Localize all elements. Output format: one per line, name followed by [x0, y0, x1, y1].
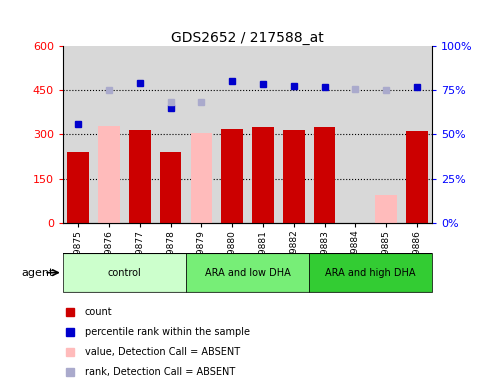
- Bar: [186, 253, 309, 292]
- Text: value, Detection Call = ABSENT: value, Detection Call = ABSENT: [85, 347, 240, 357]
- Text: ARA and high DHA: ARA and high DHA: [326, 268, 416, 278]
- Bar: [309, 253, 432, 292]
- Text: agent: agent: [21, 268, 54, 278]
- Bar: [283, 130, 304, 223]
- Bar: [63, 253, 186, 292]
- Text: percentile rank within the sample: percentile rank within the sample: [85, 327, 250, 337]
- Text: count: count: [85, 306, 113, 317]
- Bar: [221, 129, 243, 223]
- Bar: [406, 131, 427, 223]
- Text: ARA and low DHA: ARA and low DHA: [205, 268, 290, 278]
- Bar: [375, 195, 397, 223]
- Text: rank, Detection Call = ABSENT: rank, Detection Call = ABSENT: [85, 367, 235, 377]
- Text: control: control: [108, 268, 141, 278]
- Bar: [314, 127, 335, 223]
- Bar: [129, 130, 151, 223]
- Bar: [252, 127, 274, 223]
- Bar: [191, 133, 212, 223]
- Title: GDS2652 / 217588_at: GDS2652 / 217588_at: [171, 31, 324, 45]
- Bar: [160, 152, 181, 223]
- Bar: [98, 126, 120, 223]
- Bar: [68, 152, 89, 223]
